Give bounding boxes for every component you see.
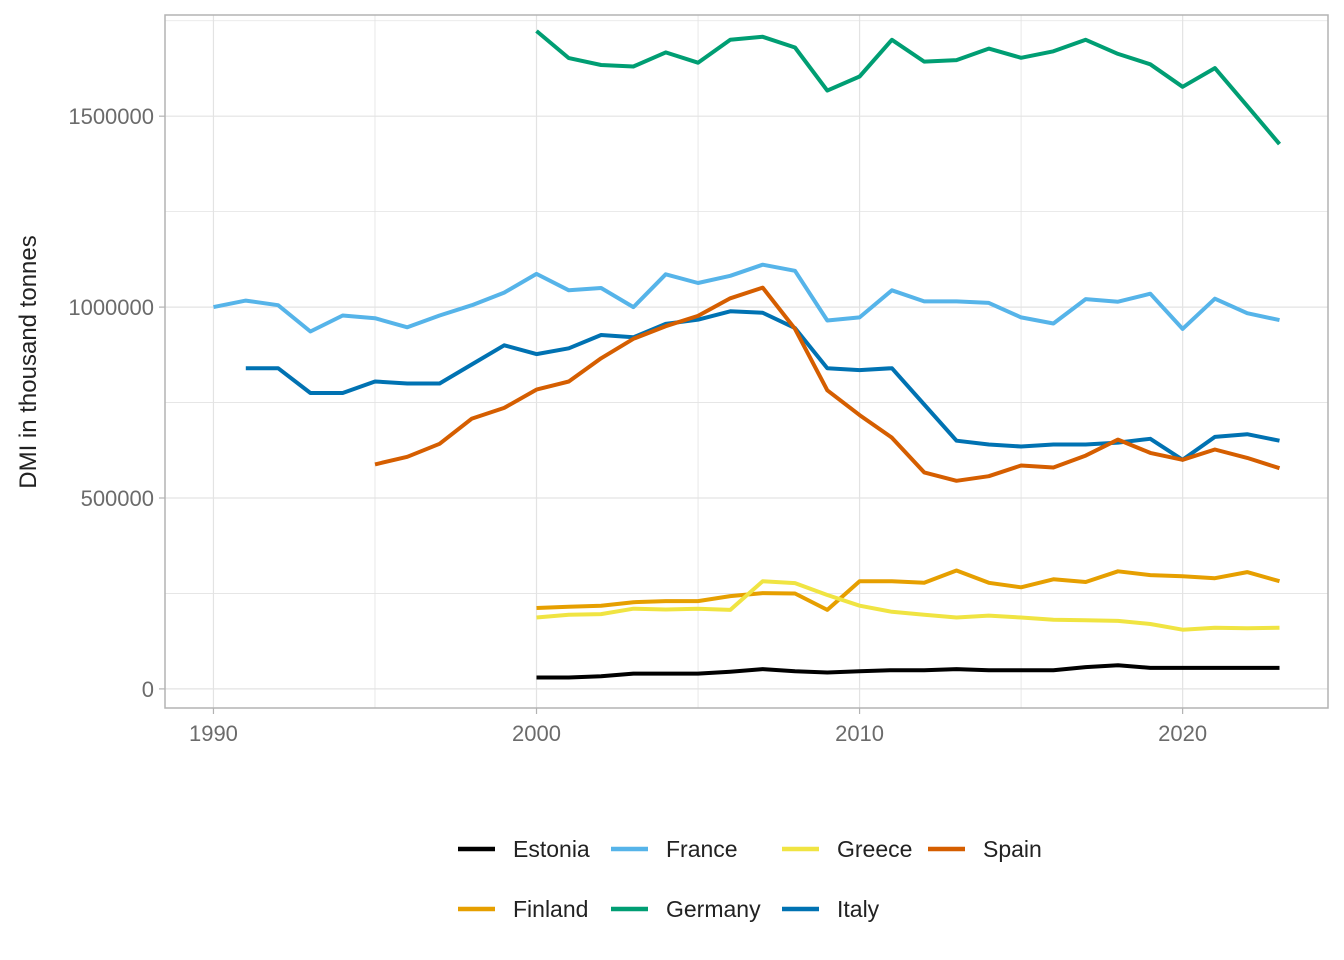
legend-item-greece: Greece bbox=[782, 836, 912, 862]
legend-item-spain: Spain bbox=[928, 836, 1042, 862]
y-tick-label: 0 bbox=[142, 677, 154, 702]
series-lines bbox=[213, 29, 1282, 680]
legend-item-finland: Finland bbox=[458, 896, 588, 922]
x-tick-label: 2000 bbox=[512, 721, 561, 746]
y-axis-title: DMI in thousand tonnes bbox=[15, 235, 42, 489]
series-line-finland bbox=[536, 568, 1281, 612]
series-line-france bbox=[213, 262, 1280, 334]
panel-border bbox=[164, 14, 1329, 709]
y-tick-label: 500000 bbox=[81, 486, 154, 511]
legend-label: Finland bbox=[513, 896, 588, 922]
x-tick-label: 2020 bbox=[1158, 721, 1207, 746]
legend-item-france: France bbox=[611, 836, 738, 862]
y-axis-ticks: 0 500000 1000000 1500000 bbox=[68, 104, 165, 702]
series-line-greece bbox=[536, 579, 1280, 632]
x-axis-ticks: 1990 2000 2010 2020 bbox=[189, 708, 1207, 746]
y-tick-label: 1000000 bbox=[68, 295, 154, 320]
series-line-spain bbox=[374, 285, 1281, 483]
grid bbox=[165, 15, 1328, 708]
legend-label: Spain bbox=[983, 836, 1042, 862]
legend-item-italy: Italy bbox=[782, 896, 880, 922]
y-tick-label: 1500000 bbox=[68, 104, 154, 129]
legend-item-germany: Germany bbox=[611, 896, 761, 922]
x-tick-label: 1990 bbox=[189, 721, 238, 746]
legend-item-estonia: Estonia bbox=[458, 836, 590, 862]
series-line-italy bbox=[245, 309, 1280, 462]
legend-label: Greece bbox=[837, 836, 912, 862]
x-tick-label: 2010 bbox=[835, 721, 884, 746]
series-line-germany bbox=[535, 29, 1282, 146]
legend-label: Estonia bbox=[513, 836, 590, 862]
legend: Estonia France Greece Spain Finland Germany It… bbox=[458, 836, 1042, 922]
series-line-estonia bbox=[536, 663, 1280, 680]
legend-label: France bbox=[666, 836, 738, 862]
legend-label: Germany bbox=[666, 896, 761, 922]
legend-label: Italy bbox=[837, 896, 880, 922]
